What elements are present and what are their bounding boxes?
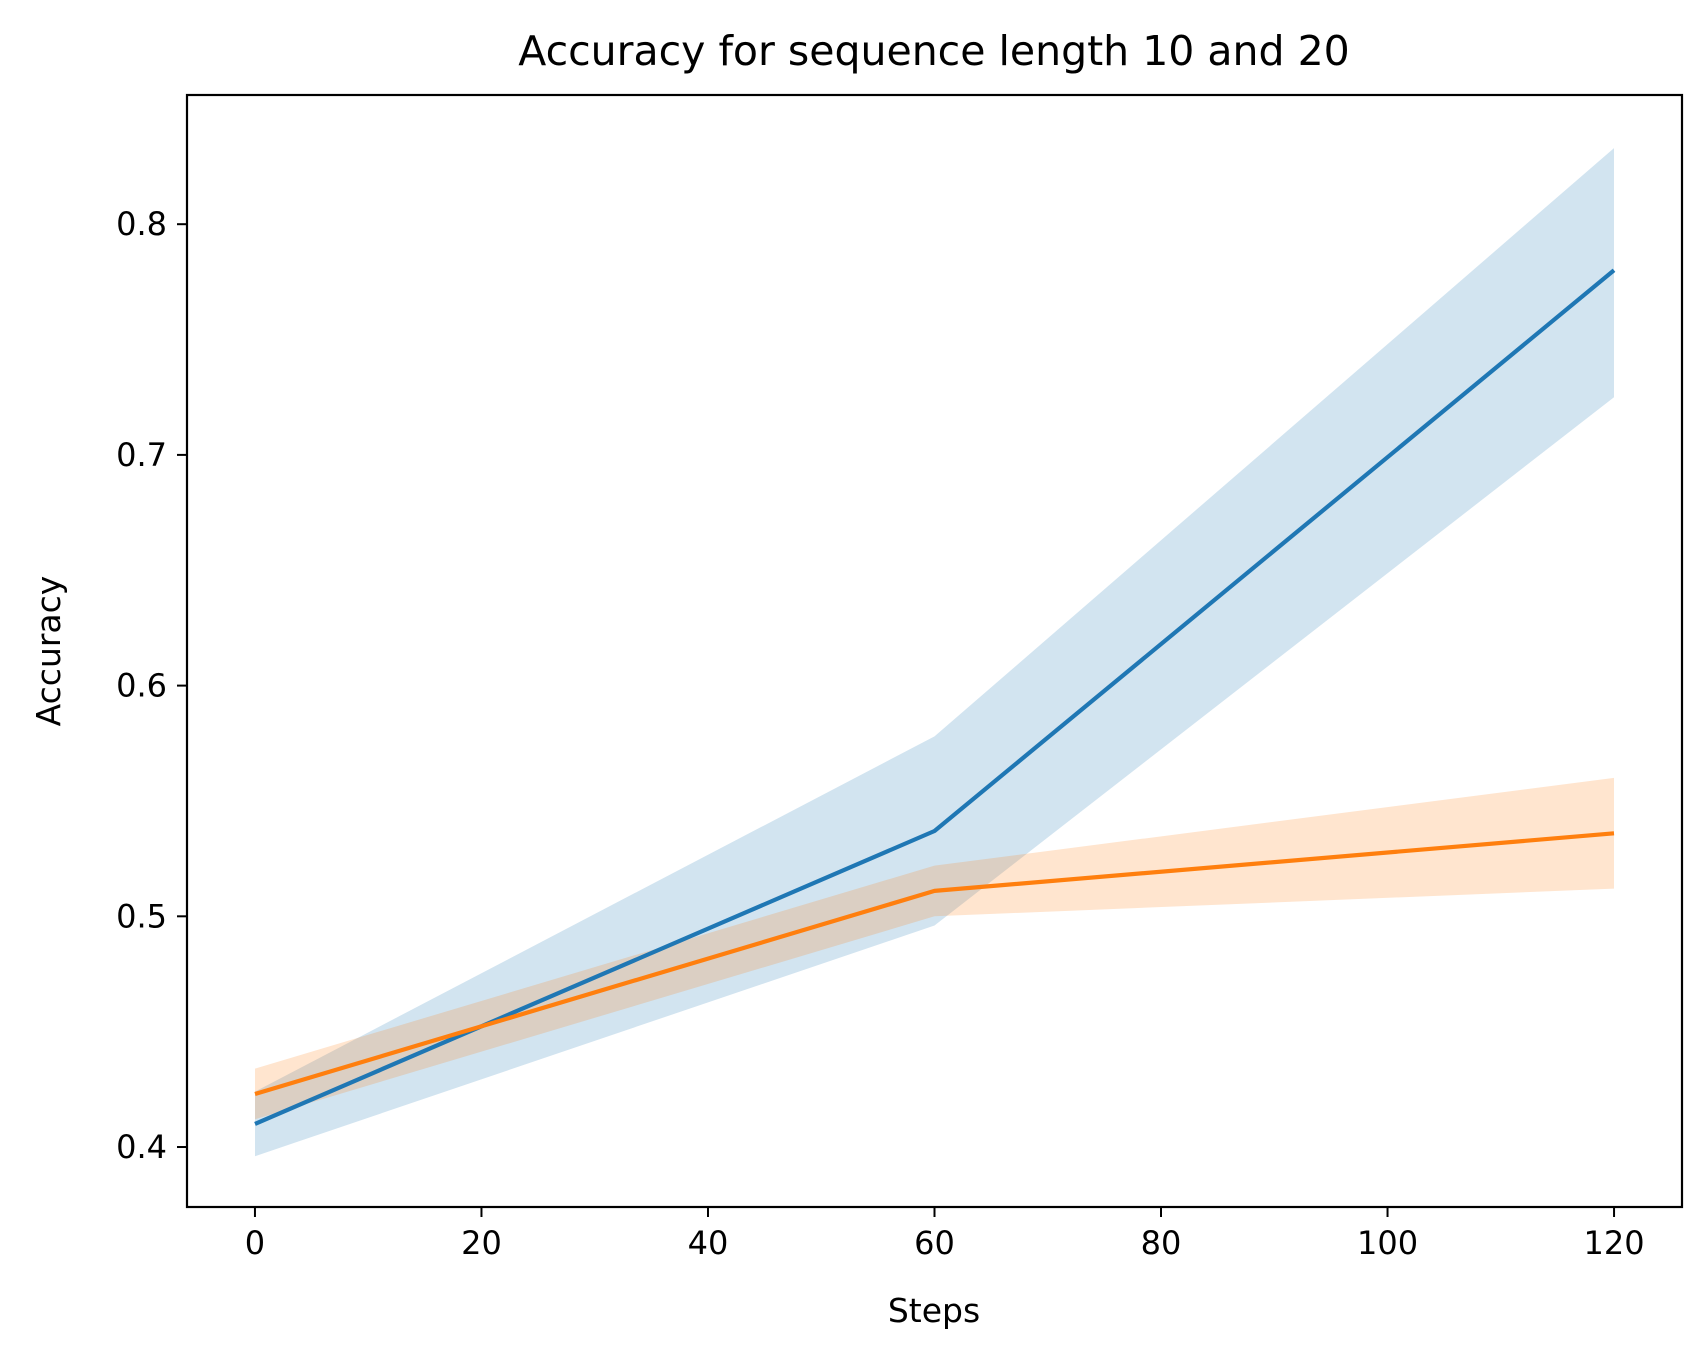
x-tick-label: 0 [245, 1224, 265, 1262]
y-axis-ticks: 0.4 0.5 0.6 0.7 0.8 [116, 205, 187, 1166]
x-tick-label: 120 [1584, 1224, 1645, 1262]
x-tick-label: 60 [914, 1224, 955, 1262]
x-axis-label: Steps [888, 1291, 980, 1330]
chart-title: Accuracy for sequence length 10 and 20 [518, 27, 1350, 75]
y-tick-label: 0.4 [116, 1128, 167, 1166]
x-axis-ticks: 0 20 40 60 80 100 120 [245, 1207, 1645, 1262]
y-tick-label: 0.8 [116, 205, 167, 243]
x-tick-label: 20 [461, 1224, 502, 1262]
series-2-line [254, 831, 1615, 1097]
y-tick-label: 0.5 [116, 897, 167, 935]
x-tick-label: 100 [1357, 1224, 1418, 1262]
series-lines [254, 268, 1616, 1126]
y-axis-label: Accuracy [29, 576, 68, 727]
x-tick-label: 40 [688, 1224, 729, 1262]
y-tick-label: 0.7 [116, 436, 167, 474]
x-tick-label: 80 [1141, 1224, 1182, 1262]
y-tick-label: 0.6 [116, 667, 167, 705]
